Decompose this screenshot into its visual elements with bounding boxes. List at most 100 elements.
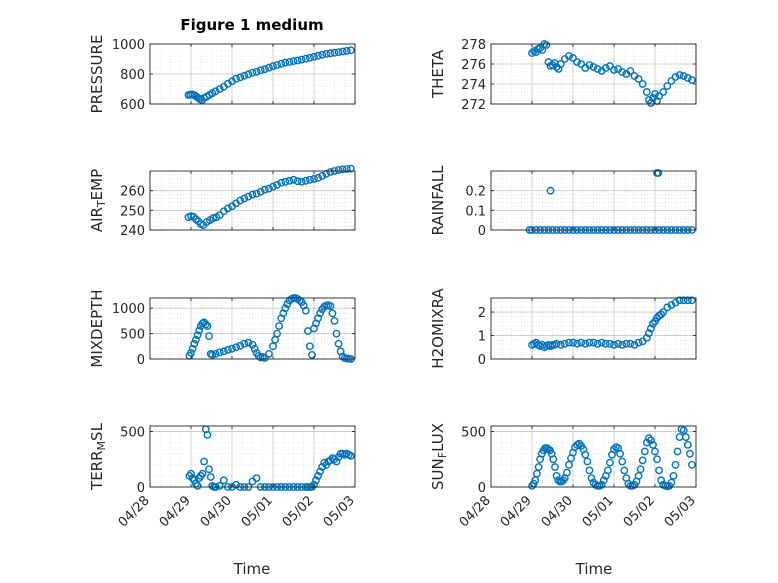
data-point <box>256 66 265 75</box>
minor-grid <box>491 171 696 230</box>
data-point <box>244 192 253 201</box>
data-point <box>297 55 306 64</box>
x-tick-label: 05/02 <box>280 493 317 530</box>
y-tick-label: 272 <box>461 98 486 113</box>
data-point <box>642 333 651 342</box>
data-point <box>671 73 680 81</box>
y-axis-label: H2OMIXRA <box>429 288 447 369</box>
data-point <box>601 339 610 348</box>
data-point <box>281 304 290 313</box>
data-point <box>211 87 220 96</box>
y-tick-label: 250 <box>120 204 145 219</box>
data-markers <box>528 425 696 491</box>
data-point <box>640 447 649 456</box>
data-point <box>215 481 224 490</box>
data-point <box>577 60 586 68</box>
data-point <box>686 449 694 458</box>
y-tick-label: 1000 <box>112 38 145 53</box>
data-point <box>563 468 571 477</box>
y-axis-label-part: PRESSURE <box>88 35 106 114</box>
y-tick-label: 260 <box>120 185 145 200</box>
data-point <box>203 322 212 330</box>
y-tick-label: 0 <box>137 481 145 496</box>
data-point <box>653 455 661 464</box>
data-point <box>244 70 253 79</box>
data-point <box>332 329 341 338</box>
data-point <box>219 476 228 485</box>
data-point <box>671 460 680 469</box>
data-point <box>228 344 236 353</box>
data-point <box>236 73 245 82</box>
data-point <box>334 339 343 348</box>
x-tick-label: 04/28 <box>457 493 494 530</box>
subplot-sun-f-lux: 0 500 04/28 04/29 04/30 05/01 05/02 05/03 SUNFLU… <box>429 423 699 530</box>
data-point <box>346 164 355 173</box>
data-point <box>316 467 324 476</box>
data-point <box>657 310 665 319</box>
minor-grid <box>491 426 696 487</box>
data-point <box>536 44 545 52</box>
data-point <box>528 49 536 57</box>
tick-marks <box>490 298 697 360</box>
data-point <box>667 77 676 85</box>
data-point <box>552 339 561 348</box>
data-point <box>549 455 558 464</box>
y-axis-label-subscript: F <box>436 452 449 458</box>
data-point <box>322 50 331 58</box>
subplot-rainfall: 0 0.1 0.2 RAINFALL <box>429 165 697 239</box>
y-tick-label: 278 <box>461 38 486 53</box>
tick-marks <box>490 426 697 488</box>
data-point <box>610 340 618 349</box>
tick-marks <box>149 298 356 360</box>
plot-area <box>150 171 355 230</box>
x-axis-label-left: Time <box>233 560 271 578</box>
data-point <box>622 339 631 348</box>
x-tick-label: 05/03 <box>321 493 358 530</box>
y-tick-label: 0.1 <box>465 204 486 219</box>
data-point <box>610 66 618 74</box>
y-axis-label-part: LUX <box>429 423 447 452</box>
data-point <box>581 450 590 459</box>
data-point <box>275 322 283 330</box>
data-point <box>206 473 215 481</box>
data-point <box>191 335 200 344</box>
data-point <box>285 58 294 66</box>
tick-marks <box>490 171 697 231</box>
data-point <box>318 50 327 59</box>
x-tick-label: 04/29 <box>498 493 535 530</box>
data-point <box>688 460 696 469</box>
data-point <box>346 451 355 460</box>
data-point <box>585 61 594 69</box>
data-point <box>285 176 294 185</box>
data-point <box>618 340 627 349</box>
y-axis-label-part: THETA <box>429 49 447 99</box>
data-point <box>634 338 643 347</box>
data-point <box>244 338 253 347</box>
data-point <box>569 54 577 62</box>
y-axis-label-subscript: T <box>95 200 108 208</box>
data-point <box>314 471 322 480</box>
x-tick-label: 05/01 <box>239 493 276 530</box>
data-point <box>205 332 213 340</box>
y-axis-label-subscript: M <box>95 441 108 451</box>
data-point <box>546 186 555 195</box>
data-point <box>338 47 347 56</box>
data-point <box>219 347 228 356</box>
data-point <box>651 90 659 98</box>
data-point <box>193 331 202 339</box>
data-point <box>593 339 602 348</box>
data-point <box>211 349 220 358</box>
data-point <box>264 184 273 193</box>
data-point <box>236 196 245 205</box>
y-axis-label: MIXDEPTH <box>88 289 106 367</box>
data-point <box>618 68 627 76</box>
x-tick-label: 05/03 <box>662 493 699 530</box>
data-point <box>587 474 596 482</box>
data-point <box>342 165 351 173</box>
axes-box <box>490 170 697 231</box>
data-point <box>314 51 322 60</box>
data-point <box>585 466 594 475</box>
data-point <box>277 178 286 187</box>
subplot-pressure: 600 800 1000 PRESSURE <box>88 35 356 114</box>
